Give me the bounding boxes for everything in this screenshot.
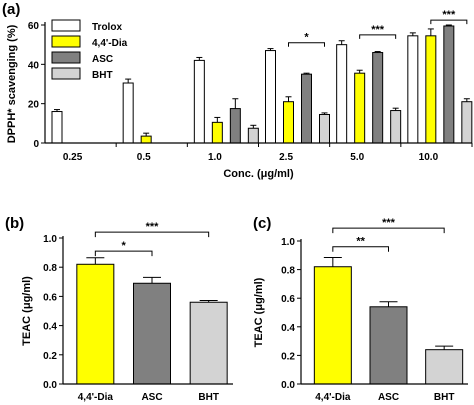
x-axis-title-a: Conc. (μg/ml) [223,168,294,180]
legend-swatch-2 [51,51,81,64]
sig-bracket-a-0 [288,42,325,47]
ytick-label-chart-b-1: 0.2 [43,351,57,362]
xtick-label-a-1: 0.5 [137,152,151,163]
legend-label-2: ASC [92,54,113,65]
ytick-label-chart-b-3: 0.6 [43,292,57,303]
bar-a-0-4 [336,44,348,144]
bar-a-2-4 [372,52,384,144]
ytick-label-chart-c-2: 0.4 [281,323,295,334]
chart-a: 0 20 40 60 0.25 0.5 1.0 2.5 5.0 10.0 Conc. (μg/ml)… [6,9,473,180]
sig-bracket-chart-b-1 [94,231,210,238]
xtick-label-a-2: 1.0 [208,152,222,163]
bar-a-3-3 [319,113,330,144]
panel-c-label: (c) [253,215,271,232]
y-axis-title-chart-b: TEAC (μg/ml) [21,276,33,346]
legend-label-1: 4,4'-Dia [92,38,128,49]
bar-a-1-4 [354,72,366,144]
bar-chart-c-2 [425,349,464,385]
bar-a-1-1 [140,135,152,144]
bar-a-0-2 [193,59,205,144]
sig-label-a-0: * [304,32,309,44]
ytick-label-chart-c-4: 0.8 [281,266,295,277]
legend-label-0: Trolox [92,22,122,33]
ytick-label-chart-b-4: 0.8 [43,263,57,274]
ytick-label-chart-c-0: 0.0 [281,380,295,391]
ytick-label-a-1: 20 [28,100,40,111]
legend-label-3: BHT [92,70,113,81]
ytick-label-a-2: 40 [28,60,40,71]
xtick-label-chart-c-0: 4,4'-Dia [315,392,351,403]
sig-bracket-chart-c-1 [332,227,445,234]
xtick-label-chart-c-2: BHT [434,392,455,403]
bar-a-3-5 [461,101,473,144]
bar-a-1-3 [283,101,294,144]
bar-a-0-1 [122,82,134,144]
panel-b-label: (b) [5,215,24,232]
sig-label-a-2: *** [442,9,456,21]
bar-chart-c-1 [369,306,408,385]
bar-a-0-3 [265,50,276,144]
xtick-label-a-4: 5.0 [350,152,364,163]
sig-bracket-a-2 [430,19,468,25]
xtick-label-a-0: 0.25 [63,152,83,163]
y-axis-title-a: DPPH* scavenging (%) [6,24,18,143]
bar-a-0-5 [407,35,419,144]
sig-label-chart-b-0: * [122,240,127,252]
ytick-label-chart-b-2: 0.4 [43,322,57,333]
sig-label-a-1: *** [371,24,385,36]
ytick-label-chart-c-1: 0.2 [281,351,295,362]
ytick-label-chart-c-3: 0.6 [281,294,295,305]
ytick-label-chart-c-5: 1.0 [281,237,295,248]
xtick-label-chart-b-0: 4,4'-Dia [78,392,114,403]
panel-a-label: (a) [2,1,20,18]
sig-bracket-a-1 [359,34,397,39]
bar-a-3-2 [247,127,259,144]
legend-swatch-0 [51,19,81,32]
xtick-label-chart-b-2: BHT [198,392,219,403]
bar-a-3-4 [390,110,402,144]
ytick-label-chart-b-5: 1.0 [43,234,57,245]
bar-a-1-5 [425,35,437,144]
chart-b: 0.0 0.2 0.4 0.6 0.8 1.0 4,4'-Dia ASC BHT TEAC (μg… [21,221,233,403]
xtick-label-a-5: 10.0 [419,152,439,163]
bar-chart-c-0 [313,266,352,385]
xtick-label-a-3: 2.5 [279,152,293,163]
sig-label-chart-c-1: *** [382,217,396,229]
ytick-label-chart-b-0: 0.0 [43,380,57,391]
bar-a-2-3 [301,73,312,144]
chart-c: 0.0 0.2 0.4 0.6 0.8 1.0 4,4'-Dia ASC BHT TEAC (μg… [253,217,468,403]
ytick-label-a-3: 60 [28,21,40,32]
bar-chart-b-0 [76,263,115,385]
sig-bracket-chart-c-0 [332,246,389,252]
bar-chart-b-2 [189,301,228,385]
sig-bracket-chart-b-0 [94,250,153,257]
legend-swatch-3 [51,67,81,80]
sig-label-chart-b-1: *** [146,221,160,233]
ytick-label-a-0: 0 [33,139,39,150]
sig-label-chart-c-0: ** [356,236,365,248]
bar-a-2-2 [229,108,241,144]
xtick-label-chart-c-1: ASC [378,392,399,403]
xtick-label-chart-b-1: ASC [141,392,162,403]
bar-a-0-0 [51,111,63,144]
y-axis-title-chart-c: TEAC (μg/ml) [253,277,265,347]
bar-a-1-2 [211,121,223,144]
legend-swatch-1 [51,35,81,48]
bar-chart-b-1 [133,282,171,385]
bar-a-2-5 [443,25,455,144]
